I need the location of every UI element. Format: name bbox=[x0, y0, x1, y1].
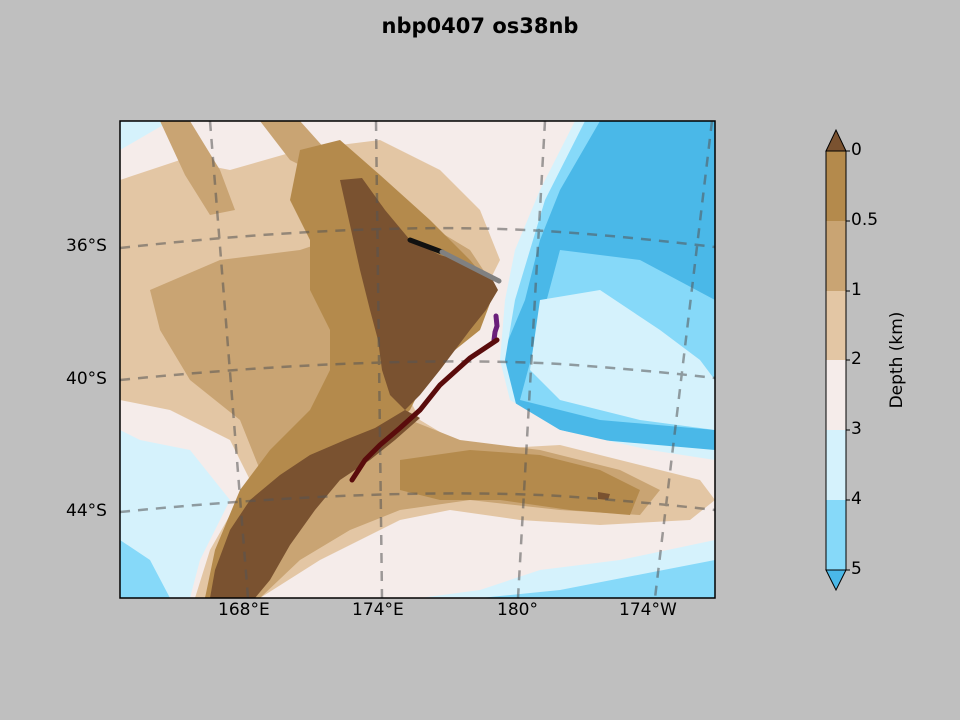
colorbar-band-2 bbox=[826, 291, 846, 360]
colorbar-tick-1: 0.5 bbox=[851, 210, 879, 230]
lat-label-44s: 44°S bbox=[66, 501, 107, 521]
colorbar-tick-4: 3 bbox=[851, 419, 862, 439]
lon-label-168e: 168°E bbox=[218, 600, 270, 620]
chatham-rise bbox=[400, 450, 640, 515]
chatham-islands bbox=[598, 492, 610, 500]
colorbar-tick-0: 0 bbox=[851, 140, 862, 160]
lon-label-174e: 174°E bbox=[352, 600, 404, 620]
depth-3-4-east bbox=[530, 290, 715, 430]
colorbar-label: Depth (km) bbox=[887, 311, 907, 409]
colorbar-band-0 bbox=[826, 151, 846, 221]
colorbar-band-5 bbox=[826, 500, 846, 570]
lat-label-40s: 40°S bbox=[66, 369, 107, 389]
map-frame bbox=[119, 120, 716, 599]
bathymetry-map bbox=[120, 121, 715, 598]
colorbar-extend-bottom bbox=[825, 569, 847, 592]
track-south bbox=[349, 337, 500, 483]
colorbar-band-1 bbox=[826, 221, 846, 291]
lat-label-36s: 36°S bbox=[66, 236, 107, 256]
track-north-segment-1 bbox=[407, 237, 445, 255]
colorbar-tick-5: 4 bbox=[851, 489, 862, 509]
graticule bbox=[120, 121, 715, 598]
track-central bbox=[491, 313, 500, 343]
track-north-segment-2 bbox=[439, 249, 502, 284]
colorbar-tick-3: 2 bbox=[851, 349, 862, 369]
colorbar-extend-top bbox=[825, 128, 847, 152]
colorbar bbox=[825, 128, 850, 592]
lon-label-180: 180° bbox=[497, 600, 538, 620]
colorbar-tick-6: 5 bbox=[851, 559, 862, 579]
north-island bbox=[340, 178, 498, 410]
colorbar-band-3 bbox=[826, 360, 846, 430]
lon-label-174w: 174°W bbox=[619, 600, 677, 620]
colorbar-band-4 bbox=[826, 430, 846, 500]
figure-title: nbp0407 os38nb bbox=[381, 14, 579, 38]
north-ridge bbox=[160, 121, 235, 215]
colorbar-tick-2: 1 bbox=[851, 280, 862, 300]
